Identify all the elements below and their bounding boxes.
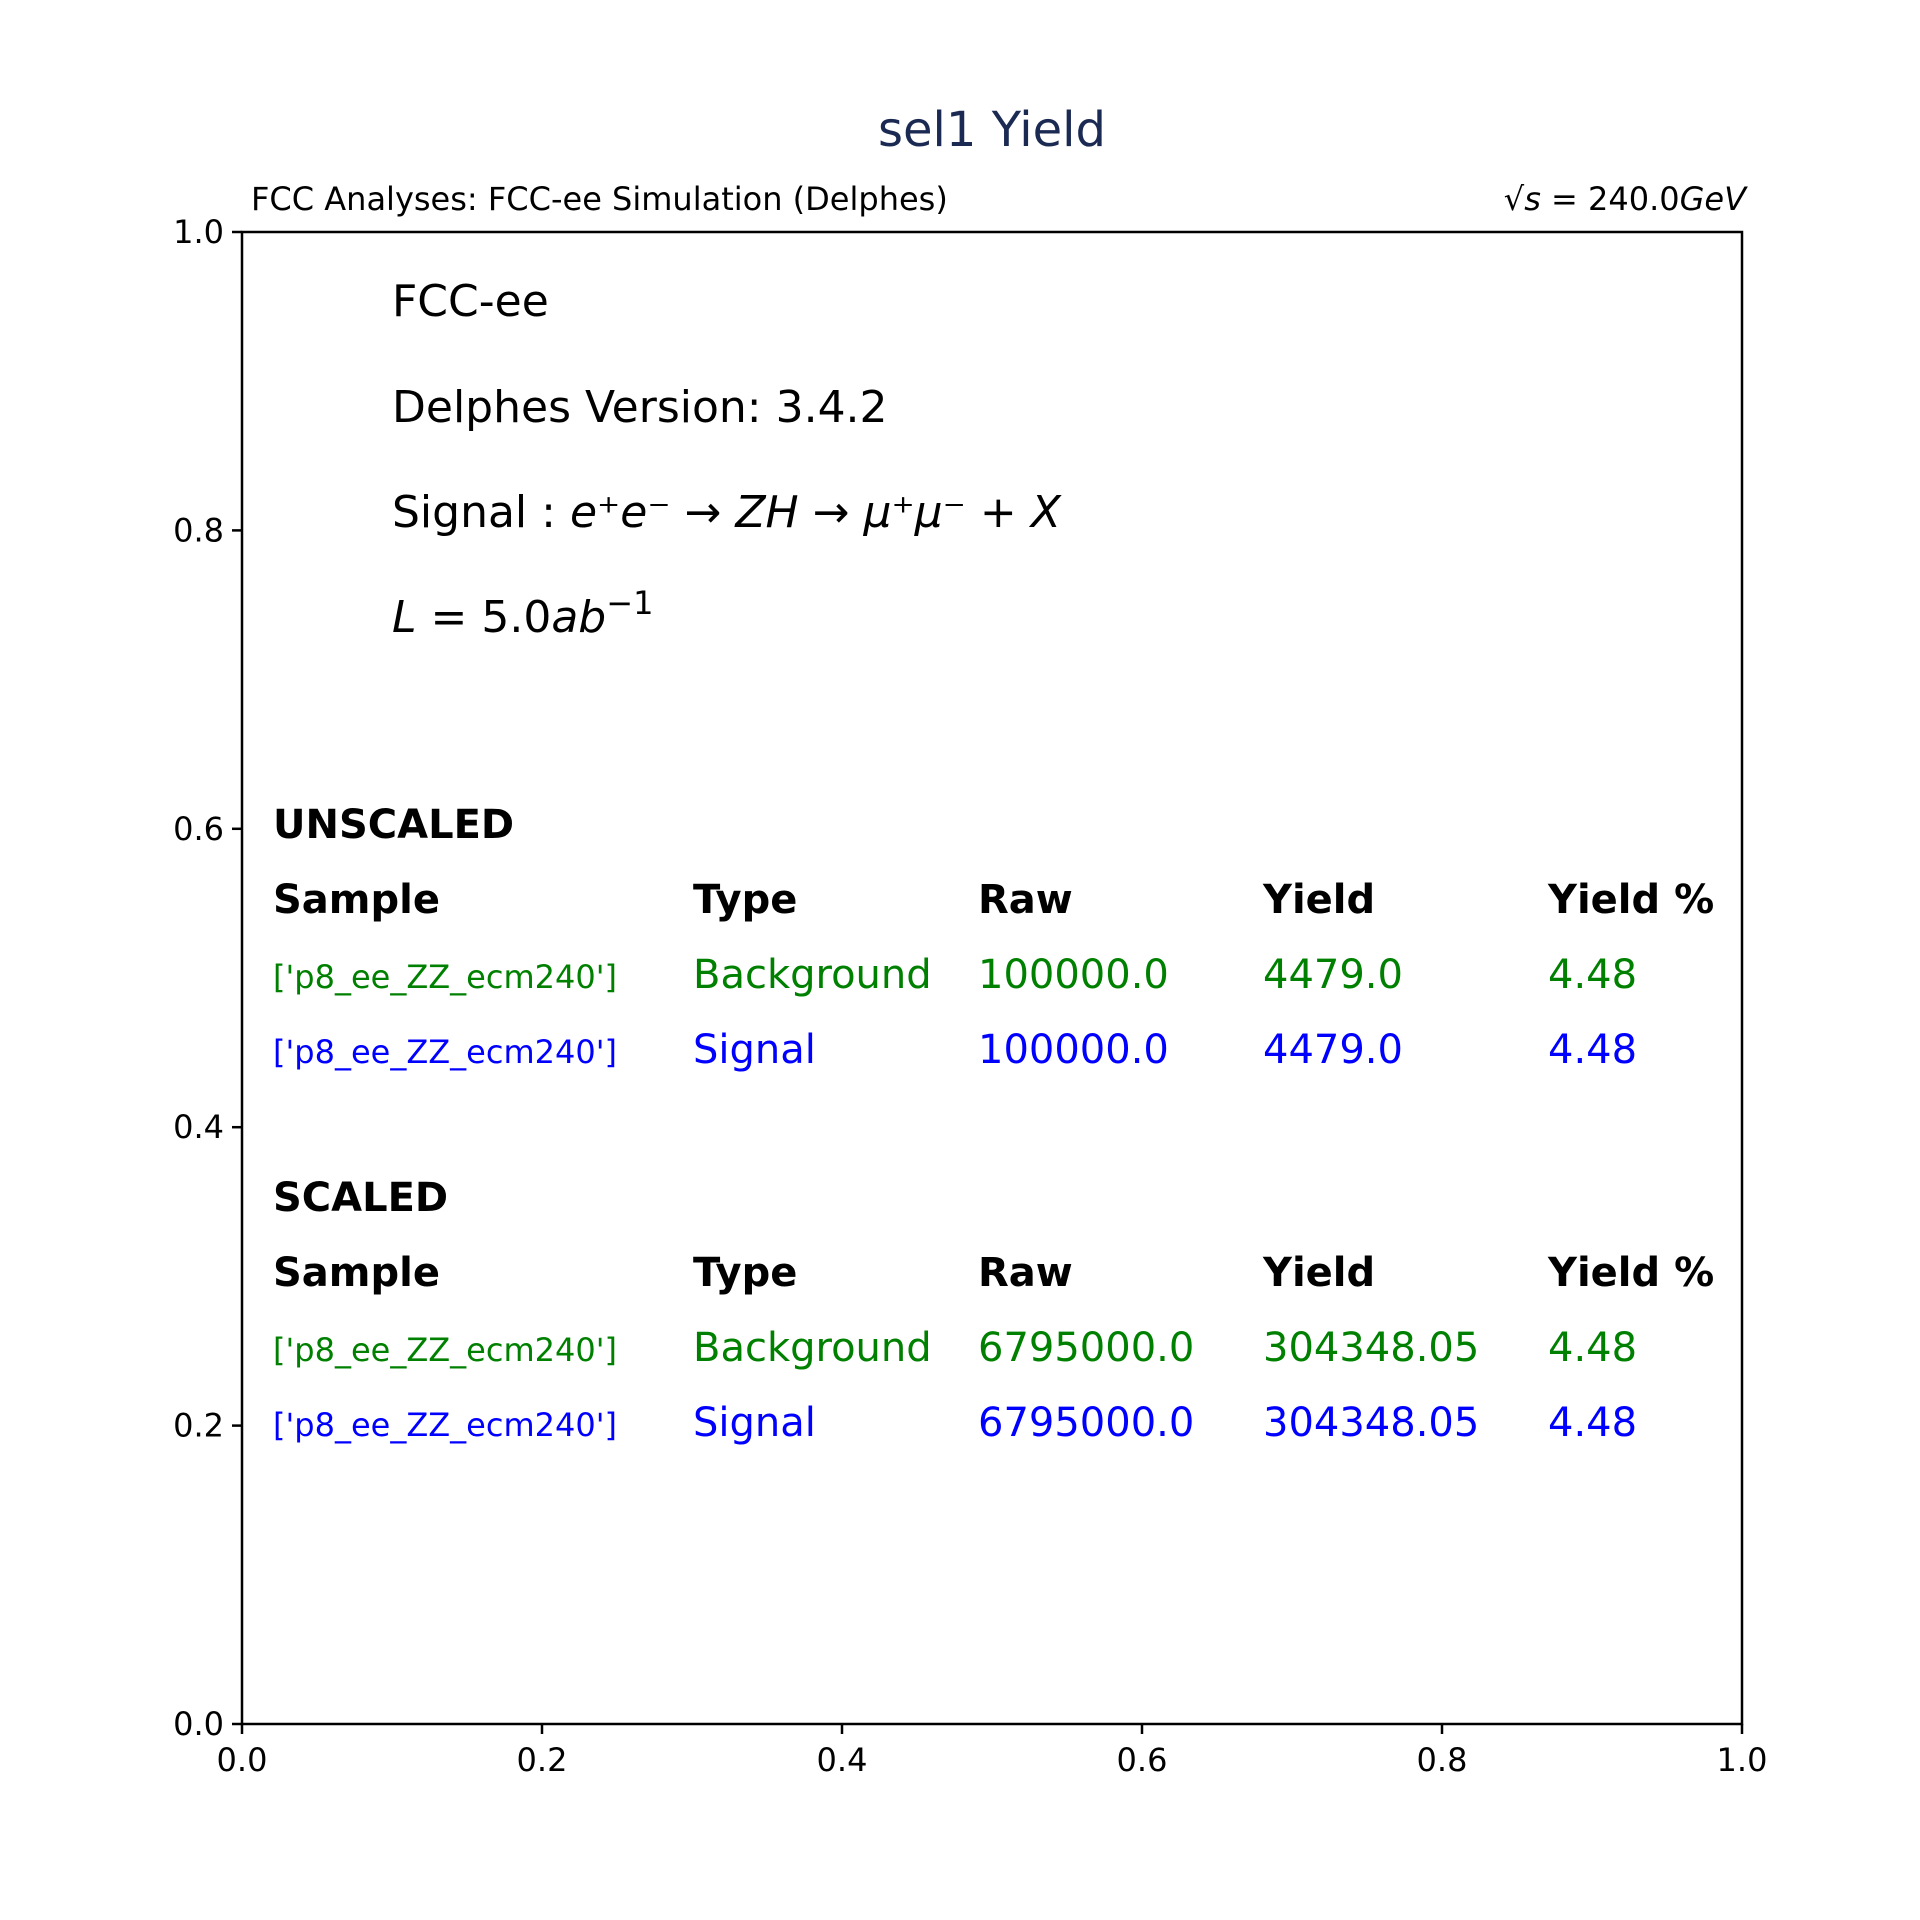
- column-header: Type: [693, 1250, 797, 1296]
- lumi-value: = 5.0: [417, 592, 552, 643]
- y-tick-label: 1.0: [173, 213, 224, 251]
- lumi-symbol: L: [392, 592, 417, 643]
- table-cell-sample: ['p8_ee_ZZ_ecm240']: [273, 1331, 617, 1369]
- table-cell-raw: 100000.0: [978, 952, 1169, 998]
- table-cell-raw: 6795000.0: [978, 1400, 1194, 1446]
- signal-process: Signal : e⁺e⁻ → ZH → μ⁺μ⁻ + X: [392, 487, 1062, 538]
- table-cell-yield-pct: 4.48: [1548, 1325, 1637, 1371]
- column-header: Sample: [273, 1250, 440, 1296]
- table-cell-yield-pct: 4.48: [1548, 1400, 1637, 1446]
- column-header: Sample: [273, 877, 440, 923]
- y-tick-label: 0.0: [173, 1705, 224, 1743]
- detector-label: FCC-ee: [392, 276, 549, 327]
- signal-formula: e⁺e⁻ → ZH → μ⁺μ⁻ + X: [570, 487, 1062, 538]
- energy-value: = 240.0: [1541, 180, 1680, 218]
- table-cell-raw: 100000.0: [978, 1027, 1169, 1073]
- x-tick-label: 0.0: [217, 1741, 268, 1779]
- y-tick-label: 0.4: [173, 1108, 224, 1146]
- column-header: Type: [693, 877, 797, 923]
- lumi-exponent: −1: [606, 584, 653, 622]
- header-right: √s = 240.0GeV: [1504, 180, 1748, 218]
- table-cell-raw: 6795000.0: [978, 1325, 1194, 1371]
- x-tick-label: 0.8: [1417, 1741, 1468, 1779]
- column-header: Raw: [978, 1250, 1073, 1296]
- table-cell-type: Signal: [693, 1027, 816, 1073]
- lumi-unit: ab: [551, 592, 606, 643]
- table-cell-yield: 304348.05: [1263, 1400, 1479, 1446]
- table-cell-sample: ['p8_ee_ZZ_ecm240']: [273, 958, 617, 996]
- axes-frame: [240, 230, 1744, 1726]
- x-tick-label: 0.4: [817, 1741, 868, 1779]
- signal-prefix: Signal :: [392, 487, 570, 538]
- delphes-version: Delphes Version: 3.4.2: [392, 382, 888, 433]
- column-header: Yield %: [1547, 877, 1714, 923]
- table-cell-type: Background: [693, 952, 932, 998]
- sqrt-s-label: √s: [1504, 180, 1541, 218]
- y-tick-label: 0.6: [173, 810, 224, 848]
- header-left: FCC Analyses: FCC-ee Simulation (Delphes…: [251, 180, 948, 218]
- x-tick-label: 0.2: [517, 1741, 568, 1779]
- table-cell-type: Background: [693, 1325, 932, 1371]
- y-tick-label: 0.8: [173, 511, 224, 549]
- table-heading: UNSCALED: [273, 802, 514, 848]
- table-cell-yield: 4479.0: [1263, 1027, 1403, 1073]
- yield-tables: UNSCALED Sample Type Raw Yield Yield % ['p8_ee…: [273, 802, 1714, 1446]
- column-header: Yield: [1262, 1250, 1375, 1296]
- chart-title: sel1 Yield: [878, 102, 1106, 158]
- table-cell-yield-pct: 4.48: [1548, 952, 1637, 998]
- energy-unit: GeV: [1680, 180, 1748, 218]
- y-tick-label: 0.2: [173, 1407, 224, 1445]
- table-cell-yield: 4479.0: [1263, 952, 1403, 998]
- table-heading: SCALED: [273, 1175, 448, 1221]
- table-cell-yield-pct: 4.48: [1548, 1027, 1637, 1073]
- column-header: Yield %: [1547, 1250, 1714, 1296]
- table-cell-type: Signal: [693, 1400, 816, 1446]
- luminosity: L = 5.0ab−1: [392, 584, 653, 643]
- x-tick-label: 0.6: [1117, 1741, 1168, 1779]
- table-cell-sample: ['p8_ee_ZZ_ecm240']: [273, 1033, 617, 1071]
- column-header: Raw: [978, 877, 1073, 923]
- table-cell-sample: ['p8_ee_ZZ_ecm240']: [273, 1406, 617, 1444]
- x-tick-label: 1.0: [1717, 1741, 1768, 1779]
- axis-ticks: 0.0 0.2 0.4 0.6 0.8 1.0 0.0 0.2 0.4 0.6 0.8 1.0: [173, 213, 1767, 1779]
- table-cell-yield: 304348.05: [1263, 1325, 1479, 1371]
- column-header: Yield: [1262, 877, 1375, 923]
